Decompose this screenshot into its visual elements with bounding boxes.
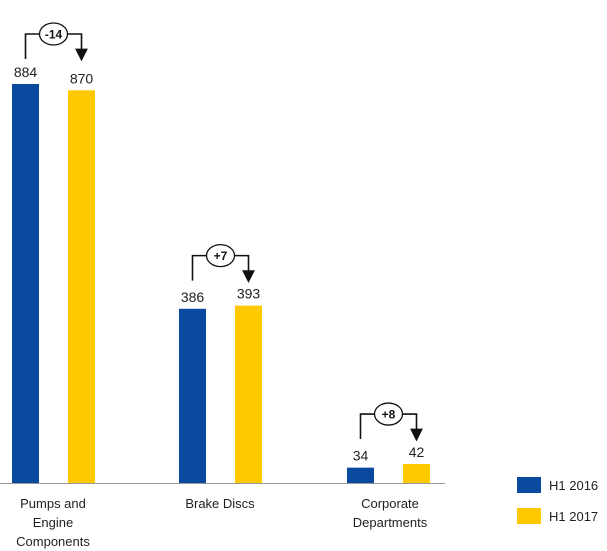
- bar-h1-2017: [403, 464, 430, 483]
- data-label-h1-2017: 42: [409, 444, 425, 460]
- legend-label: H1 2016: [549, 478, 598, 493]
- bar-h1-2017: [235, 305, 262, 483]
- data-label-h1-2016: 34: [353, 448, 369, 464]
- delta-label: +7: [214, 249, 228, 263]
- delta-label: -14: [45, 28, 63, 42]
- legend-swatch: [517, 477, 541, 493]
- data-label-h1-2017: 870: [70, 70, 94, 86]
- legend-swatch: [517, 508, 541, 524]
- delta-label: +8: [382, 408, 396, 422]
- category-label: Brake Discs: [185, 496, 255, 511]
- delta-bubble: [205, 243, 236, 268]
- legend-label: H1 2017: [549, 509, 598, 524]
- delta-bubble: [38, 22, 69, 46]
- bar-h1-2016: [347, 467, 374, 483]
- category-label: Corporate: [361, 496, 419, 511]
- delta-bubble: [373, 402, 404, 426]
- data-label-h1-2017: 393: [237, 286, 261, 302]
- category-label: Departments: [353, 515, 428, 530]
- bar-h1-2016: [12, 84, 39, 483]
- category-label: Components: [16, 534, 90, 549]
- bar-h1-2017: [68, 90, 95, 484]
- category-label: Engine: [33, 515, 73, 530]
- category-label: Pumps and: [20, 496, 86, 511]
- data-label-h1-2016: 884: [14, 64, 38, 80]
- data-label-h1-2016: 386: [181, 289, 205, 305]
- bar-h1-2016: [179, 308, 206, 483]
